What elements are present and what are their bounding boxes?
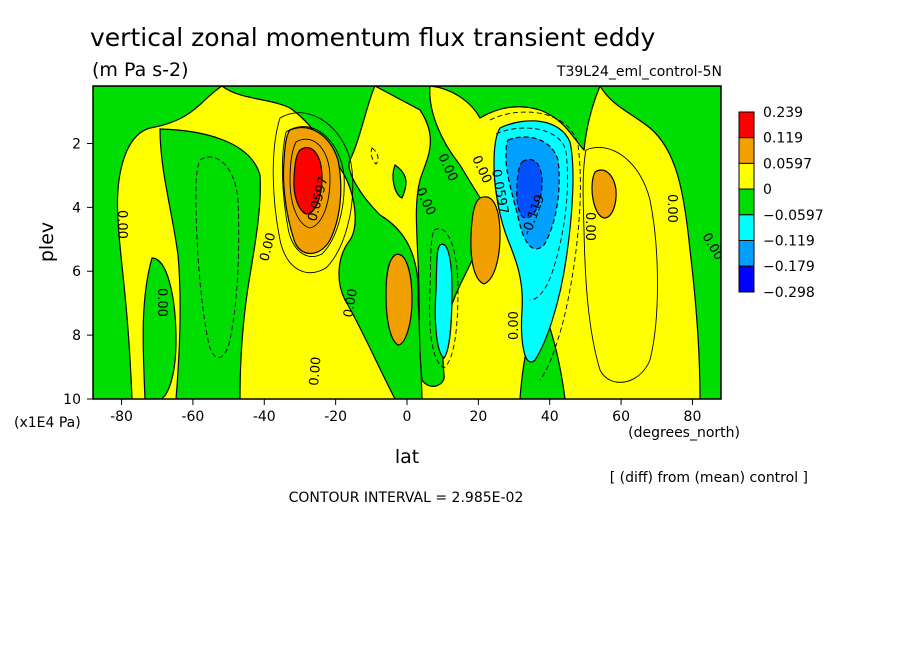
contour-label: 0.00 [257,231,279,263]
legend-swatch [738,162,755,190]
contour-label: 0.00 [114,210,129,239]
x-tick-label: 60 [612,409,630,425]
field-negative-very-strong [516,158,543,219]
contour-label: 0.00 [664,194,679,223]
legend-label: 0.239 [763,105,803,121]
legend-swatch [738,265,755,293]
diff-note: [ (diff) from (mean) control ] [610,470,808,486]
legend-label: −0.0597 [763,208,824,224]
contour-interval: CONTOUR INTERVAL = 2.985E-02 [289,490,524,506]
y-axis-unit: (x1E4 Pa) [14,415,81,431]
contour-labels: 0.00 0.00 0.00 0.0597 0.00 0.00 0.00 0.0… [114,151,721,386]
legend-label: −0.119 [763,234,815,250]
contour-label: 0.00 [582,212,597,241]
x-tick-label: -80 [110,409,133,425]
x-tick-label: 80 [684,409,702,425]
y-tick-label: 4 [72,200,81,216]
legend-swatch [738,214,755,242]
contour-lines [272,112,658,383]
y-axis-label: plev [36,222,58,262]
legend-swatch [738,137,755,164]
chart-title: vertical zonal momentum flux transient e… [90,23,655,52]
x-tick-label: 0 [403,409,412,425]
contour-label: 0.00 [341,288,361,319]
contour-label: 0.00 [154,288,169,317]
plot-area: 0.00 0.00 0.00 0.0597 0.00 0.00 0.00 0.0… [92,85,722,400]
x-tick-label: -40 [253,409,276,425]
x-tick-label: -60 [181,409,204,425]
legend-swatch [738,240,755,267]
field-negative-small [93,86,721,399]
legend-label: −0.179 [763,259,815,275]
run-label: T39L24_eml_control-5N [556,64,722,80]
field-positive-strong [293,147,323,215]
legend-label: 0 [763,182,772,198]
legend-label: 0.0597 [763,156,812,172]
y-axis: 2 4 6 8 10 [63,136,93,408]
x-tick-label: -20 [324,409,347,425]
y-tick-label: 10 [63,392,81,408]
x-axis: -80 -60 -40 -20 0 20 40 60 80 [110,399,701,425]
legend-swatch [738,188,755,216]
x-tick-label: 40 [541,409,559,425]
contour-lines-negative [195,111,581,381]
legend-label: 0.119 [763,131,803,147]
chart-units: (m Pa s-2) [92,59,189,81]
contour-label: 0.00 [507,311,522,340]
y-tick-label: 8 [72,328,81,344]
contour-label: 0.00 [307,356,324,386]
legend-swatch [738,111,755,139]
color-legend: 0.239 0.119 0.0597 0 −0.0597 −0.119 −0.179 −0.2… [738,105,824,301]
legend-label: −0.298 [763,285,815,301]
x-axis-label: lat [395,446,419,468]
x-tick-label: 20 [469,409,487,425]
x-axis-unit: (degrees_north) [628,425,740,441]
y-tick-label: 6 [72,264,81,280]
y-tick-label: 2 [72,136,81,152]
